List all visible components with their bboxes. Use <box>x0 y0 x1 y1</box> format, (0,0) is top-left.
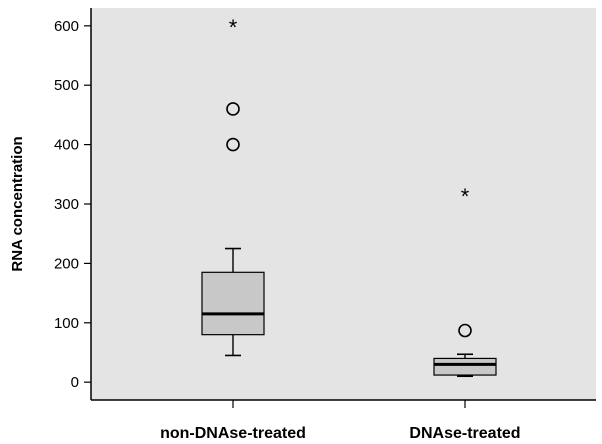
x-axis: non-DNAse-treated DNAse-treated <box>91 399 596 442</box>
iqr-box <box>201 271 265 336</box>
plot-background <box>91 8 596 400</box>
outlier-point <box>226 137 240 152</box>
extreme-point: * <box>461 184 470 209</box>
extreme-point: * <box>229 15 238 40</box>
x-category-label: non-DNAse-treated <box>160 425 306 442</box>
box-group: * <box>201 15 265 357</box>
y-tick-label: 500 <box>54 77 79 94</box>
boxes-layer: ** <box>201 15 497 378</box>
box-group: * <box>433 184 497 378</box>
y-tick-label: 400 <box>54 137 79 154</box>
y-axis-title: RNA concentration <box>9 136 26 271</box>
y-tick-label: 100 <box>54 315 79 332</box>
iqr-box <box>433 357 497 376</box>
x-category-label: DNAse-treated <box>409 425 520 442</box>
y-tick-label: 600 <box>54 18 79 35</box>
y-tick-label: 200 <box>54 255 79 272</box>
y-tick-label: 0 <box>71 374 79 391</box>
y-tick-label: 300 <box>54 196 79 213</box>
outlier-point <box>226 102 240 116</box>
outlier-point <box>458 323 472 338</box>
y-axis: 0 100 200 300 400 500 600 <box>54 8 92 400</box>
